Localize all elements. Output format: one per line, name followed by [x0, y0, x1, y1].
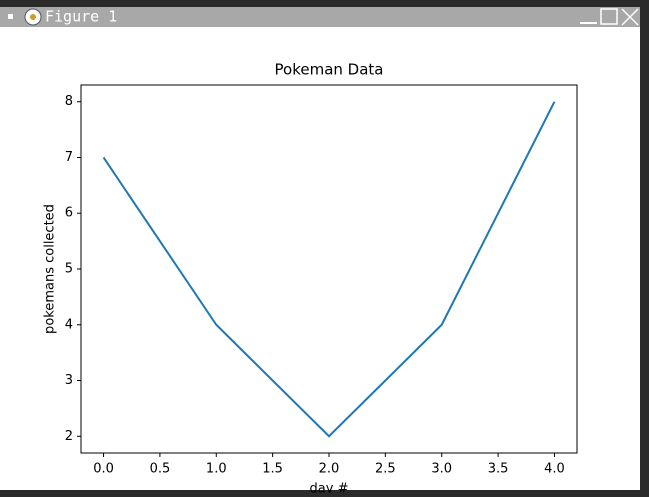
y-tick-label: 5 [65, 262, 73, 277]
data-line [102, 101, 556, 438]
x-tick-label: 3.0 [431, 462, 452, 477]
x-tick-label: 3.5 [488, 462, 509, 477]
figure-canvas [0, 27, 640, 490]
y-axis-label: pokemans collected [43, 204, 58, 334]
x-tick-label: 0.5 [150, 462, 171, 477]
x-tick-label: 2.5 [375, 462, 396, 477]
x-tick-label: 4.0 [544, 462, 565, 477]
window-menu[interactable] [8, 14, 13, 19]
window-title: Figure 1 [45, 8, 117, 26]
x-tick-label: 2.0 [319, 462, 340, 477]
x-tick-label: 1.0 [206, 462, 227, 477]
x-tick-label: 0.0 [93, 462, 114, 477]
chart-title: Pokeman Data [275, 61, 384, 79]
axes-frame [80, 84, 578, 454]
plot-area: 0.0 0.5 1.0 1.5 2.0 2.5 3.0 3.5 4.0 2 3 4 5 6 7 8 [65, 94, 565, 476]
y-tick-label: 4 [65, 317, 73, 332]
x-axis-label: day # [310, 482, 349, 494]
x-tick-label: 1.5 [262, 462, 283, 477]
y-tick-label: 2 [65, 429, 73, 444]
y-tick-label: 8 [65, 94, 73, 109]
y-tick-label: 3 [65, 373, 73, 388]
maximize-button[interactable] [600, 8, 618, 25]
y-tick-label: 6 [65, 206, 73, 221]
y-tick-label: 7 [65, 150, 73, 165]
title-bar [0, 7, 640, 27]
app-icon-center [30, 14, 36, 20]
close-button[interactable] [621, 8, 639, 26]
